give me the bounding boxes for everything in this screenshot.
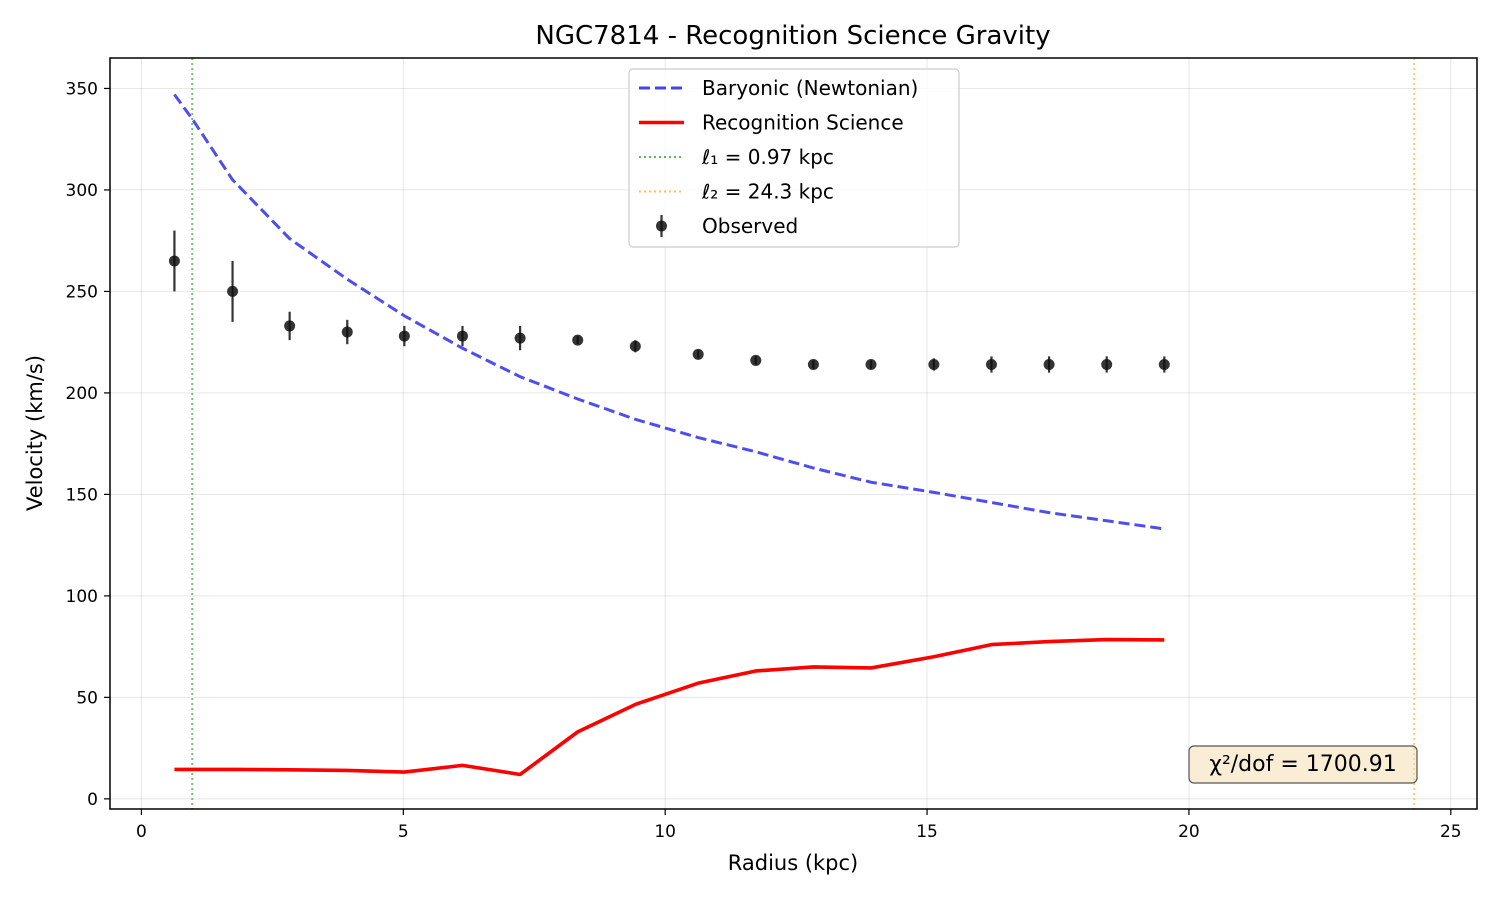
legend-label: Recognition Science (702, 111, 904, 135)
observed-point (985, 358, 997, 370)
recognition-science-curve (174, 637, 1165, 777)
observed-point (456, 330, 468, 342)
x-tick-label: 25 (1440, 822, 1462, 842)
y-tick-label: 350 (66, 79, 98, 99)
x-tick-label: 5 (398, 822, 409, 842)
observed-point (1101, 358, 1113, 370)
observed-point (928, 358, 940, 370)
observed-point (692, 348, 704, 360)
legend-label: Baryonic (Newtonian) (702, 76, 918, 100)
observed-point (398, 330, 410, 342)
baryonic-curve (173, 93, 1165, 531)
observed-point (168, 255, 180, 267)
chi-square-text: χ²/dof = 1700.91 (1209, 752, 1397, 777)
reference-lines (191, 58, 1416, 809)
observed-point (572, 334, 584, 346)
legend-label: ℓ₂ = 24.3 kpc (701, 180, 834, 204)
observed-point (865, 358, 877, 370)
x-tick-label: 20 (1178, 822, 1200, 842)
observed-point (1158, 358, 1170, 370)
x-tick-label: 10 (654, 822, 676, 842)
observed-point (629, 340, 641, 352)
observed-point (341, 326, 353, 338)
y-axis-label: Velocity (km/s) (23, 355, 47, 511)
observed-point (227, 285, 239, 297)
observed-point (807, 358, 819, 370)
observed-point (284, 320, 296, 332)
legend-label: Observed (702, 214, 798, 238)
annotation-box (1188, 745, 1418, 784)
legend-box (628, 68, 960, 248)
y-tick-label: 250 (66, 282, 98, 302)
plot-frame (109, 57, 1478, 810)
x-axis-label: Radius (kpc) (728, 851, 859, 875)
x-tick-label: 15 (916, 822, 938, 842)
y-tick-label: 150 (66, 485, 98, 505)
y-tick-label: 0 (87, 790, 98, 810)
legend-label: ℓ₁ = 0.97 kpc (701, 145, 834, 169)
observed-point (750, 354, 762, 366)
chart-title: NGC7814 - Recognition Science Gravity (535, 21, 1050, 51)
y-tick-label: 100 (66, 587, 98, 607)
y-tick-label: 50 (76, 688, 98, 708)
observed-point (1043, 358, 1055, 370)
legend-swatch-observed (656, 220, 667, 232)
y-tick-label: 300 (66, 181, 98, 201)
data-series (168, 93, 1170, 777)
x-tick-label: 0 (136, 822, 147, 842)
observed-point (514, 332, 526, 344)
y-tick-label: 200 (66, 384, 98, 404)
chi-square-annotation: χ²/dof = 1700.91 (1188, 745, 1418, 784)
legend: Baryonic (Newtonian) Recognition Science ℓ… (628, 68, 960, 248)
